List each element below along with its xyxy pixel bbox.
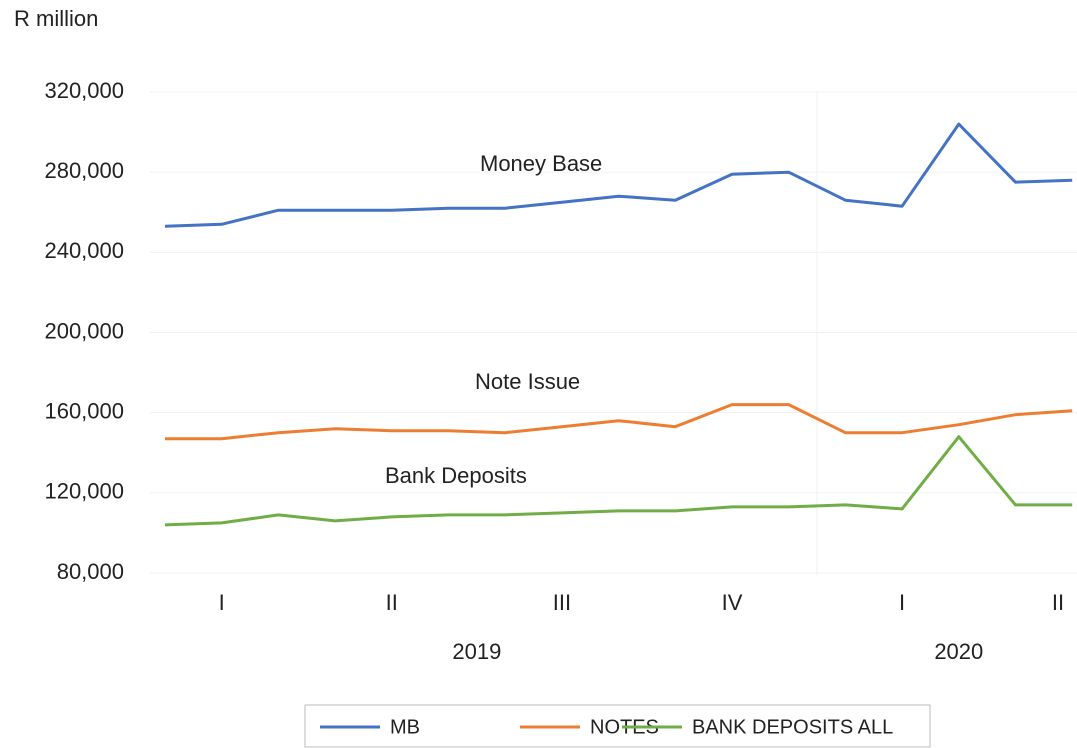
series-annotation: Bank Deposits xyxy=(385,463,527,488)
series-line xyxy=(164,435,1073,527)
y-tick-label: 240,000 xyxy=(44,238,124,263)
y-tick-label: 120,000 xyxy=(44,479,124,504)
y-tick-label: 280,000 xyxy=(44,158,124,183)
legend-label: BANK DEPOSITS ALL xyxy=(692,716,893,738)
y-tick-label: 200,000 xyxy=(44,318,124,343)
y-tick-label: 320,000 xyxy=(44,78,124,103)
legend-box xyxy=(304,704,931,748)
x-tick-label: I xyxy=(899,590,905,615)
y-tick-label: 160,000 xyxy=(44,398,124,423)
y-axis-label: R million xyxy=(14,6,98,31)
x-tick-label: IV xyxy=(722,590,743,615)
y-tick-label: 80,000 xyxy=(57,559,124,584)
year-label: 2019 xyxy=(452,639,501,664)
x-tick-label: III xyxy=(553,590,571,615)
legend-label: MB xyxy=(390,716,420,738)
series-line xyxy=(165,403,1073,441)
x-tick-label: II xyxy=(1052,590,1064,615)
x-tick-label: II xyxy=(386,590,398,615)
series-annotation: Money Base xyxy=(480,151,602,176)
series-annotation: Note Issue xyxy=(475,369,580,394)
series-line xyxy=(164,122,1073,228)
year-label: 2020 xyxy=(934,639,983,664)
x-tick-label: I xyxy=(219,590,225,615)
